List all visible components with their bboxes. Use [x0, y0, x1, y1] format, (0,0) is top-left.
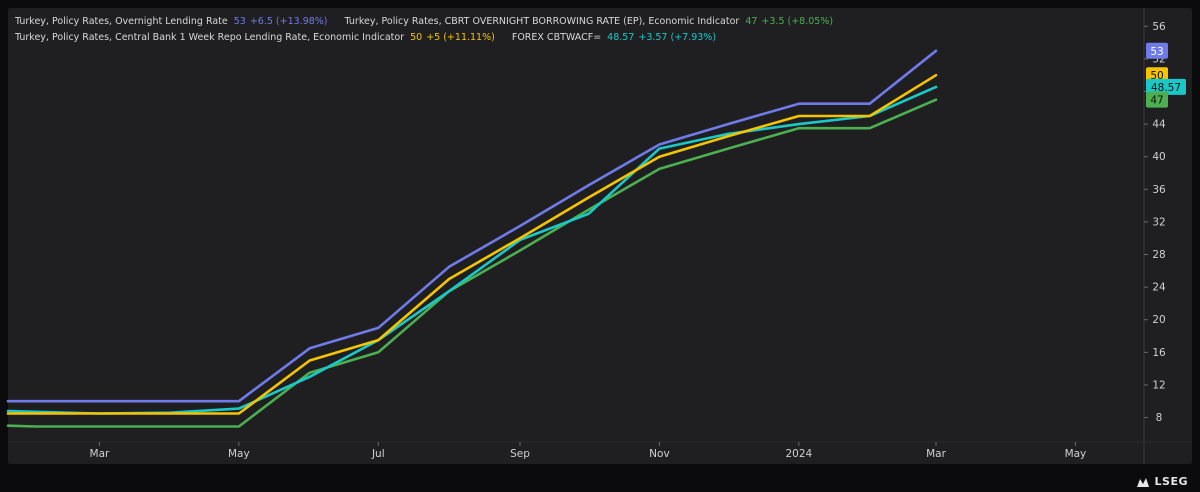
legend-row-2: Turkey, Policy Rates, Central Bank 1 Wee… [15, 30, 847, 46]
y-tick-label: 36 [1152, 184, 1166, 196]
y-tick-label: 40 [1152, 151, 1165, 163]
legend-item-overnight-lending[interactable]: Turkey, Policy Rates, Overnight Lending … [15, 16, 331, 27]
last-value-badge-label: 53 [1150, 46, 1163, 58]
legend-label: Turkey, Policy Rates, Overnight Lending … [15, 16, 228, 27]
x-tick-label: 2024 [785, 448, 812, 460]
lseg-mark-icon [1136, 477, 1149, 487]
legend-change: +3.5 (+8.05%) [761, 16, 834, 27]
legend-label: FOREX CBTWACF= [511, 32, 602, 43]
series-line-3 [6, 73, 938, 415]
x-tick-label: Mar [90, 448, 110, 460]
last-value-badge-bg [1146, 42, 1168, 59]
legend-label: Turkey, Policy Rates, CBRT OVERNIGHT BOR… [344, 16, 740, 27]
y-tick-label: 52 [1152, 53, 1165, 65]
legend-value: 48.57 [607, 32, 635, 43]
y-tick-label: 24 [1152, 282, 1166, 294]
y-tick-label: 8 [1156, 412, 1163, 424]
series-line-1 [6, 49, 938, 403]
x-tick-label: Jul [371, 448, 385, 460]
x-tick-label: Nov [649, 448, 670, 460]
last-value-badge-label: 48.57 [1151, 82, 1181, 94]
legend-item-overnight-borrowing[interactable]: Turkey, Policy Rates, CBRT OVERNIGHT BOR… [345, 16, 834, 27]
legend-label: Turkey, Policy Rates, Central Bank 1 Wee… [15, 32, 405, 43]
y-tick-label: 32 [1152, 216, 1165, 228]
x-tick-label: May [228, 448, 250, 460]
legend-value: 50 [410, 32, 423, 43]
legend-item-one-week-repo[interactable]: Turkey, Policy Rates, Central Bank 1 Wee… [15, 32, 498, 43]
legend-row-1: Turkey, Policy Rates, Overnight Lending … [15, 14, 847, 30]
series-line-4 [6, 85, 938, 415]
y-tick-label: 16 [1152, 347, 1166, 359]
legend-change: +6.5 (+13.98%) [249, 16, 328, 27]
y-tick-label: 20 [1152, 314, 1165, 326]
legend-value: 53 [233, 16, 246, 27]
brand-name: LSEG [1154, 475, 1188, 488]
series-line-2 [6, 98, 938, 428]
last-value-badge: 48.57 [1146, 78, 1186, 95]
y-tick-label: 44 [1152, 119, 1166, 131]
last-value-badge-label: 47 [1150, 95, 1163, 107]
y-tick-label: 12 [1152, 379, 1165, 391]
x-tick-label: Sep [510, 448, 530, 460]
last-value-badge: 47 [1146, 91, 1168, 108]
x-tick-label: Mar [926, 448, 946, 460]
legend-value: 47 [745, 16, 758, 27]
legend: Turkey, Policy Rates, Overnight Lending … [15, 14, 847, 46]
legend-change: +3.57 (+7.93%) [638, 32, 717, 43]
y-tick-label: 56 [1152, 21, 1166, 33]
y-tick-label: 28 [1152, 249, 1165, 261]
legend-item-forex-cbtwacf[interactable]: FOREX CBTWACF= 48.57 +3.57 (+7.93%) [512, 32, 716, 43]
last-value-badge-bg [1146, 91, 1168, 108]
brand-logo: LSEG [1136, 475, 1188, 488]
last-value-badge-bg [1146, 78, 1186, 95]
x-tick-label: May [1065, 448, 1087, 460]
last-value-badge: 53 [1146, 42, 1168, 59]
legend-change: +5 (+11.11%) [426, 32, 495, 43]
chart-panel [8, 8, 1192, 464]
